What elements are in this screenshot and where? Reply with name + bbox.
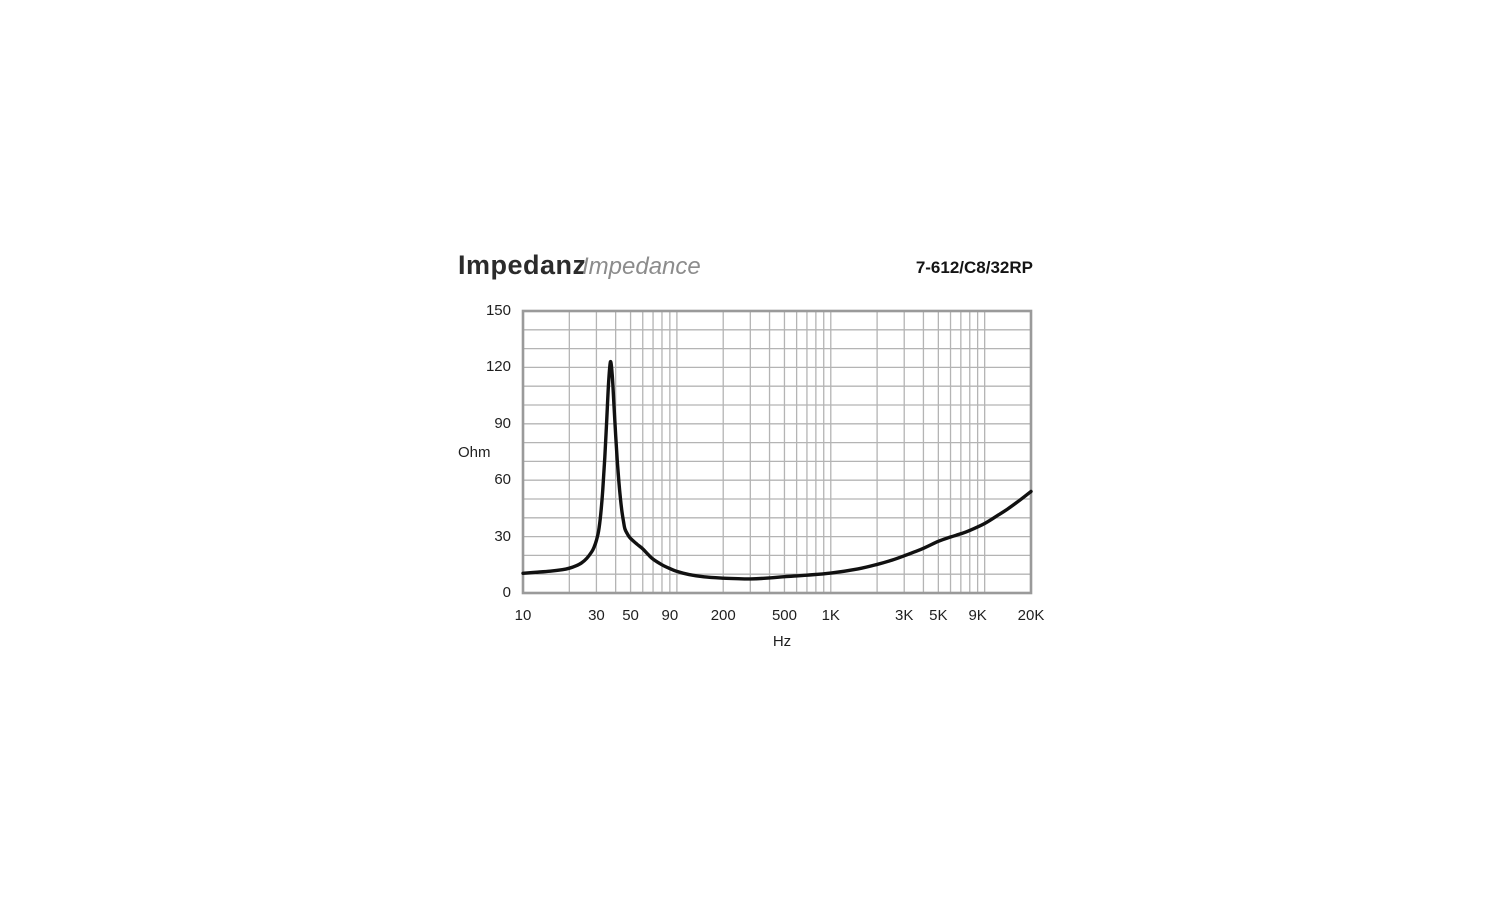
grid-lines: [522, 310, 1032, 594]
x-tick-label-200: 200: [710, 607, 736, 624]
chart-title-english: Impedance: [582, 253, 701, 280]
x-tick-label-5K: 5K: [929, 607, 948, 624]
y-tick-label-150: 150: [485, 302, 511, 319]
y-tick-label-0: 0: [502, 584, 511, 601]
x-tick-label-500: 500: [771, 607, 797, 624]
x-tick-label-20K: 20K: [1017, 607, 1045, 624]
x-tick-label-3K: 3K: [895, 607, 914, 624]
x-tick-label-1K: 1K: [821, 607, 840, 624]
x-axis-unit-label: Hz: [772, 633, 792, 650]
plot-border: [521, 309, 1033, 595]
y-tick-label-60: 60: [494, 471, 511, 489]
y-tick-label-90: 90: [494, 414, 511, 432]
y-tick-label-30: 30: [494, 527, 511, 545]
chart-title-german: Impedanz: [458, 250, 587, 280]
plot-area: [521, 309, 1033, 595]
x-tick-label-30: 30: [588, 607, 605, 624]
y-axis-unit-label: Ohm: [458, 444, 491, 461]
model-number: 7-612/C8/32RP: [915, 258, 1033, 277]
y-tick-label-120: 120: [485, 358, 511, 376]
x-tick-label-10: 10: [514, 607, 532, 624]
x-tick-label-9K: 9K: [968, 607, 987, 624]
x-tick-label-50: 50: [622, 607, 639, 624]
impedance-curve: [521, 359, 1033, 581]
x-tick-label-90: 90: [661, 607, 679, 624]
